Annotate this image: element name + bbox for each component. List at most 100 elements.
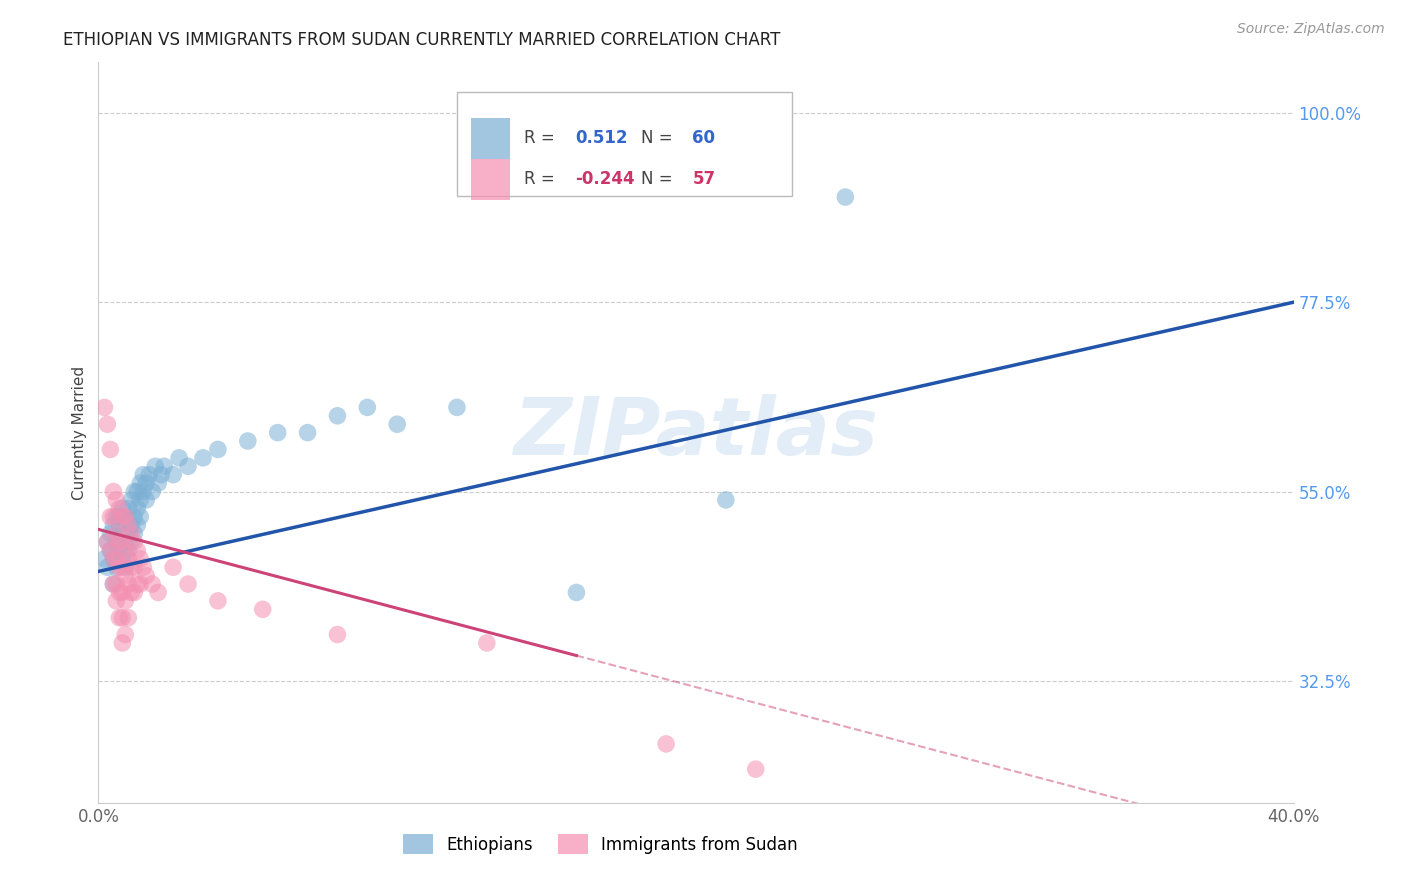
Point <box>141 484 163 499</box>
Point <box>108 585 131 599</box>
Text: 60: 60 <box>692 129 716 147</box>
Text: ZIPatlas: ZIPatlas <box>513 393 879 472</box>
Point <box>177 577 200 591</box>
Point <box>124 484 146 499</box>
Point <box>108 535 131 549</box>
Point <box>143 459 166 474</box>
Point <box>111 610 134 624</box>
Point <box>153 459 176 474</box>
Point <box>297 425 319 440</box>
Point <box>111 509 134 524</box>
Point <box>124 509 146 524</box>
Point <box>111 560 134 574</box>
Point <box>105 560 128 574</box>
Text: -0.244: -0.244 <box>575 170 636 188</box>
Point <box>117 501 139 516</box>
Point <box>446 401 468 415</box>
Point <box>114 594 136 608</box>
Text: R =: R = <box>524 129 554 147</box>
Point <box>148 585 170 599</box>
Point <box>129 476 152 491</box>
Point <box>96 560 118 574</box>
Point <box>114 627 136 641</box>
Point <box>207 594 229 608</box>
Point <box>162 560 184 574</box>
Point <box>120 518 142 533</box>
Point <box>267 425 290 440</box>
Point <box>148 476 170 491</box>
Point <box>103 551 125 566</box>
Point <box>93 551 115 566</box>
Point <box>191 450 214 465</box>
Point <box>117 551 139 566</box>
Point <box>98 543 122 558</box>
Point <box>108 543 131 558</box>
Point <box>236 434 259 448</box>
Point <box>117 518 139 533</box>
Point <box>117 526 139 541</box>
Point <box>114 543 136 558</box>
Text: 57: 57 <box>692 170 716 188</box>
Point <box>326 627 349 641</box>
Point <box>105 594 128 608</box>
Point <box>96 535 118 549</box>
Point <box>135 492 157 507</box>
Point <box>326 409 349 423</box>
Point <box>105 535 128 549</box>
Point <box>141 577 163 591</box>
Text: ETHIOPIAN VS IMMIGRANTS FROM SUDAN CURRENTLY MARRIED CORRELATION CHART: ETHIOPIAN VS IMMIGRANTS FROM SUDAN CURRE… <box>63 31 780 49</box>
Point <box>834 190 856 204</box>
Point <box>105 526 128 541</box>
Point <box>129 509 152 524</box>
Point <box>111 551 134 566</box>
Text: 0.512: 0.512 <box>575 129 627 147</box>
Point <box>108 518 131 533</box>
Point <box>565 585 588 599</box>
Point <box>132 560 155 574</box>
Point <box>114 568 136 582</box>
Point <box>714 492 737 507</box>
Point <box>132 484 155 499</box>
Point <box>111 636 134 650</box>
Point <box>120 560 142 574</box>
Point <box>114 560 136 574</box>
Point <box>114 509 136 524</box>
Point <box>124 585 146 599</box>
Point <box>167 450 190 465</box>
Point <box>150 467 173 482</box>
Point <box>114 535 136 549</box>
Point <box>127 577 149 591</box>
Point <box>135 476 157 491</box>
Point <box>127 543 149 558</box>
Point <box>177 459 200 474</box>
Point <box>162 467 184 482</box>
Point <box>98 543 122 558</box>
Point <box>120 526 142 541</box>
Point <box>98 442 122 457</box>
Point <box>127 484 149 499</box>
Point <box>120 535 142 549</box>
Text: R =: R = <box>524 170 554 188</box>
Point <box>135 568 157 582</box>
Point <box>114 509 136 524</box>
Point <box>98 526 122 541</box>
Point <box>103 484 125 499</box>
Point <box>105 492 128 507</box>
Point <box>124 535 146 549</box>
Text: N =: N = <box>641 170 672 188</box>
Point <box>117 610 139 624</box>
Point <box>111 526 134 541</box>
Point <box>108 509 131 524</box>
Point <box>385 417 409 432</box>
Point <box>105 577 128 591</box>
Bar <box>471 118 509 159</box>
Point <box>117 543 139 558</box>
Point <box>127 501 149 516</box>
Point <box>103 577 125 591</box>
Point <box>98 509 122 524</box>
Point <box>111 585 134 599</box>
Bar <box>471 159 509 200</box>
Point <box>108 560 131 574</box>
Point <box>108 501 131 516</box>
Point <box>120 492 142 507</box>
